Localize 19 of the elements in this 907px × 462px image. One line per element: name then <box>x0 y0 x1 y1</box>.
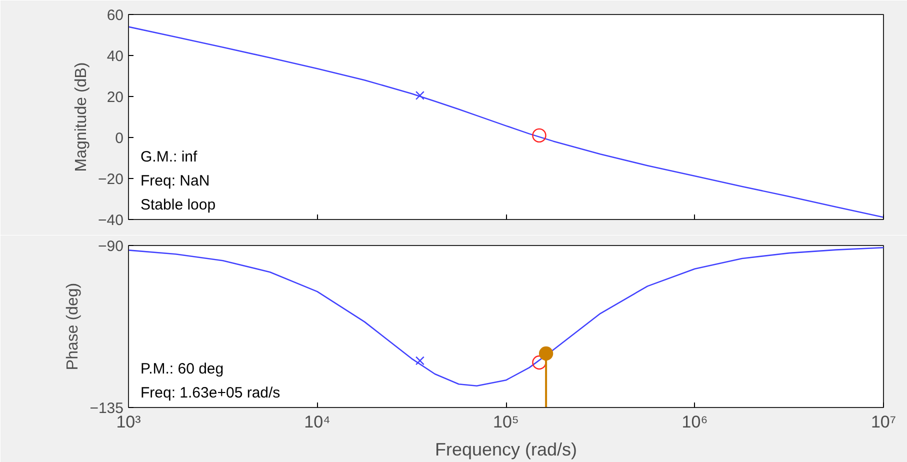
y-tick-label: 0 <box>115 130 124 147</box>
y-tick-label: −20 <box>98 171 124 188</box>
x-tick-label: 10⁶ <box>682 412 708 432</box>
annotation: P.M.: 60 deg <box>140 360 224 378</box>
y-tick-label: −40 <box>98 212 124 229</box>
annotation: Stable loop <box>140 196 216 214</box>
annotation: G.M.: inf <box>140 148 198 166</box>
y-axis-title: Magnitude (dB) <box>73 62 90 172</box>
y-tick-label: −90 <box>98 238 124 255</box>
x-tick-label: 10⁴ <box>304 412 330 432</box>
y-axis-title: Phase (deg) <box>64 282 82 370</box>
y-tick-label: 60 <box>106 7 124 24</box>
x-axis-title: Frequency (rad/s) <box>434 440 578 460</box>
x-tick-label: 10⁷ <box>870 412 896 432</box>
y-tick-label: 20 <box>106 89 124 106</box>
annotation: Freq: 1.63e+05 rad/s <box>140 384 280 402</box>
annotation: Freq: NaN <box>140 172 210 190</box>
y-tick-label: 40 <box>106 48 124 65</box>
x-tick-label: 10⁵ <box>493 412 519 432</box>
